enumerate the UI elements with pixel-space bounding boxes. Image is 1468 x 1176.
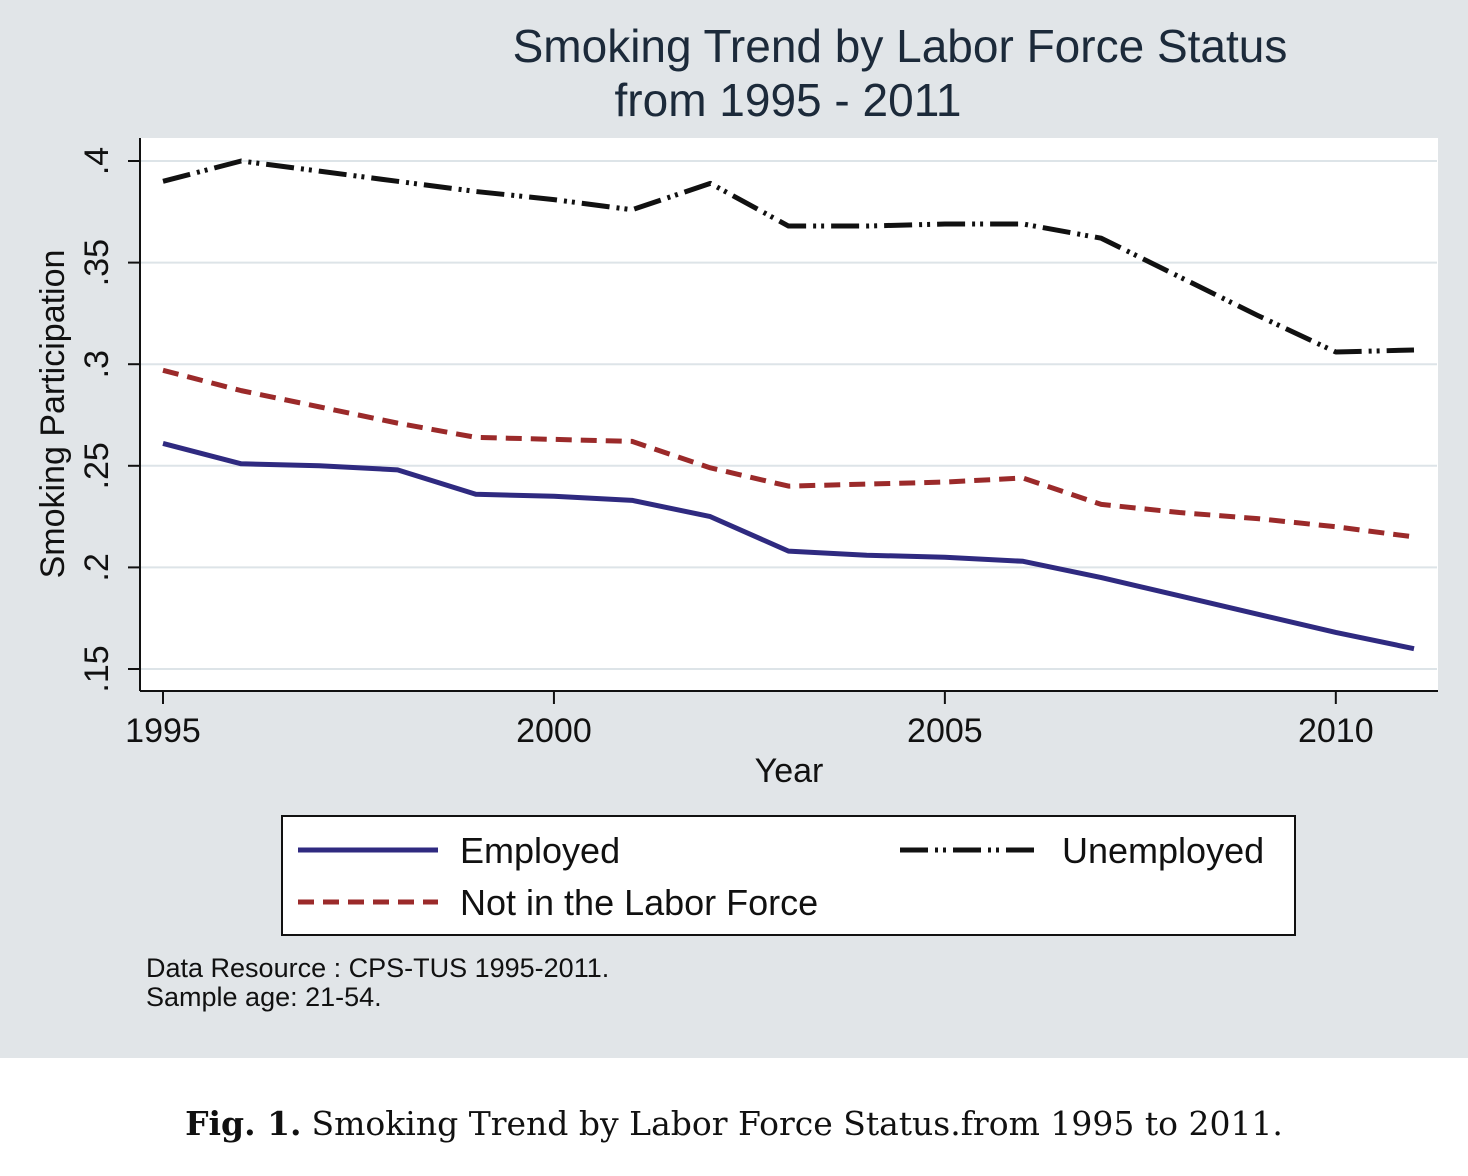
x-tick-label: 1995 — [125, 712, 201, 750]
note-data-resource: Data Resource : CPS-TUS 1995-2011. — [146, 953, 609, 983]
series-line-not-in-the-labor-force — [162, 367, 1415, 540]
note-sample-age: Sample age: 21-54. — [146, 982, 382, 1012]
y-tick-label: .15 — [78, 645, 116, 692]
caption-text: Smoking Trend by Labor Force Status.from… — [311, 1104, 1283, 1143]
x-axis-title: Year — [755, 752, 824, 790]
y-tick-label: .25 — [78, 442, 116, 489]
y-axis-title: Smoking Participation — [34, 250, 72, 579]
x-ticks: 1995 2000 2005 2010 — [125, 691, 1374, 750]
x-tick-label: 2000 — [516, 712, 592, 750]
y-tick-label: .2 — [78, 553, 116, 581]
legend: Employed Unemployed Not in the Labor Force — [298, 830, 1264, 923]
legend-label-not-in-the-labor-force: Not in the Labor Force — [460, 882, 818, 923]
chart-title-line-2: from 1995 - 2011 — [615, 74, 962, 126]
caption-label: Fig. 1. — [185, 1104, 302, 1143]
figure-panel: Smoking Trend by Labor Force Status from… — [0, 0, 1468, 1058]
y-tick-label: .3 — [78, 350, 116, 378]
y-ticks: .15 .2 .25 .3 .35 .4 — [78, 147, 140, 693]
series-line-unemployed — [162, 158, 1415, 355]
legend-label-employed: Employed — [460, 830, 620, 871]
chart-title-line-1: Smoking Trend by Labor Force Status — [513, 20, 1288, 72]
line-chart: Smoking Trend by Labor Force Status from… — [34, 20, 1438, 1012]
x-tick-label: 2010 — [1298, 712, 1374, 750]
figure-caption: Fig. 1. Smoking Trend by Labor Force Stat… — [0, 1104, 1468, 1143]
x-tick-label: 2005 — [907, 712, 983, 750]
plot-area — [140, 138, 1438, 691]
series-line-employed — [162, 441, 1415, 652]
legend-label-unemployed: Unemployed — [1062, 830, 1264, 871]
series-lines — [162, 158, 1415, 652]
legend-box — [281, 815, 1296, 936]
y-tick-label: .35 — [78, 239, 116, 286]
y-tick-label: .4 — [78, 147, 116, 175]
